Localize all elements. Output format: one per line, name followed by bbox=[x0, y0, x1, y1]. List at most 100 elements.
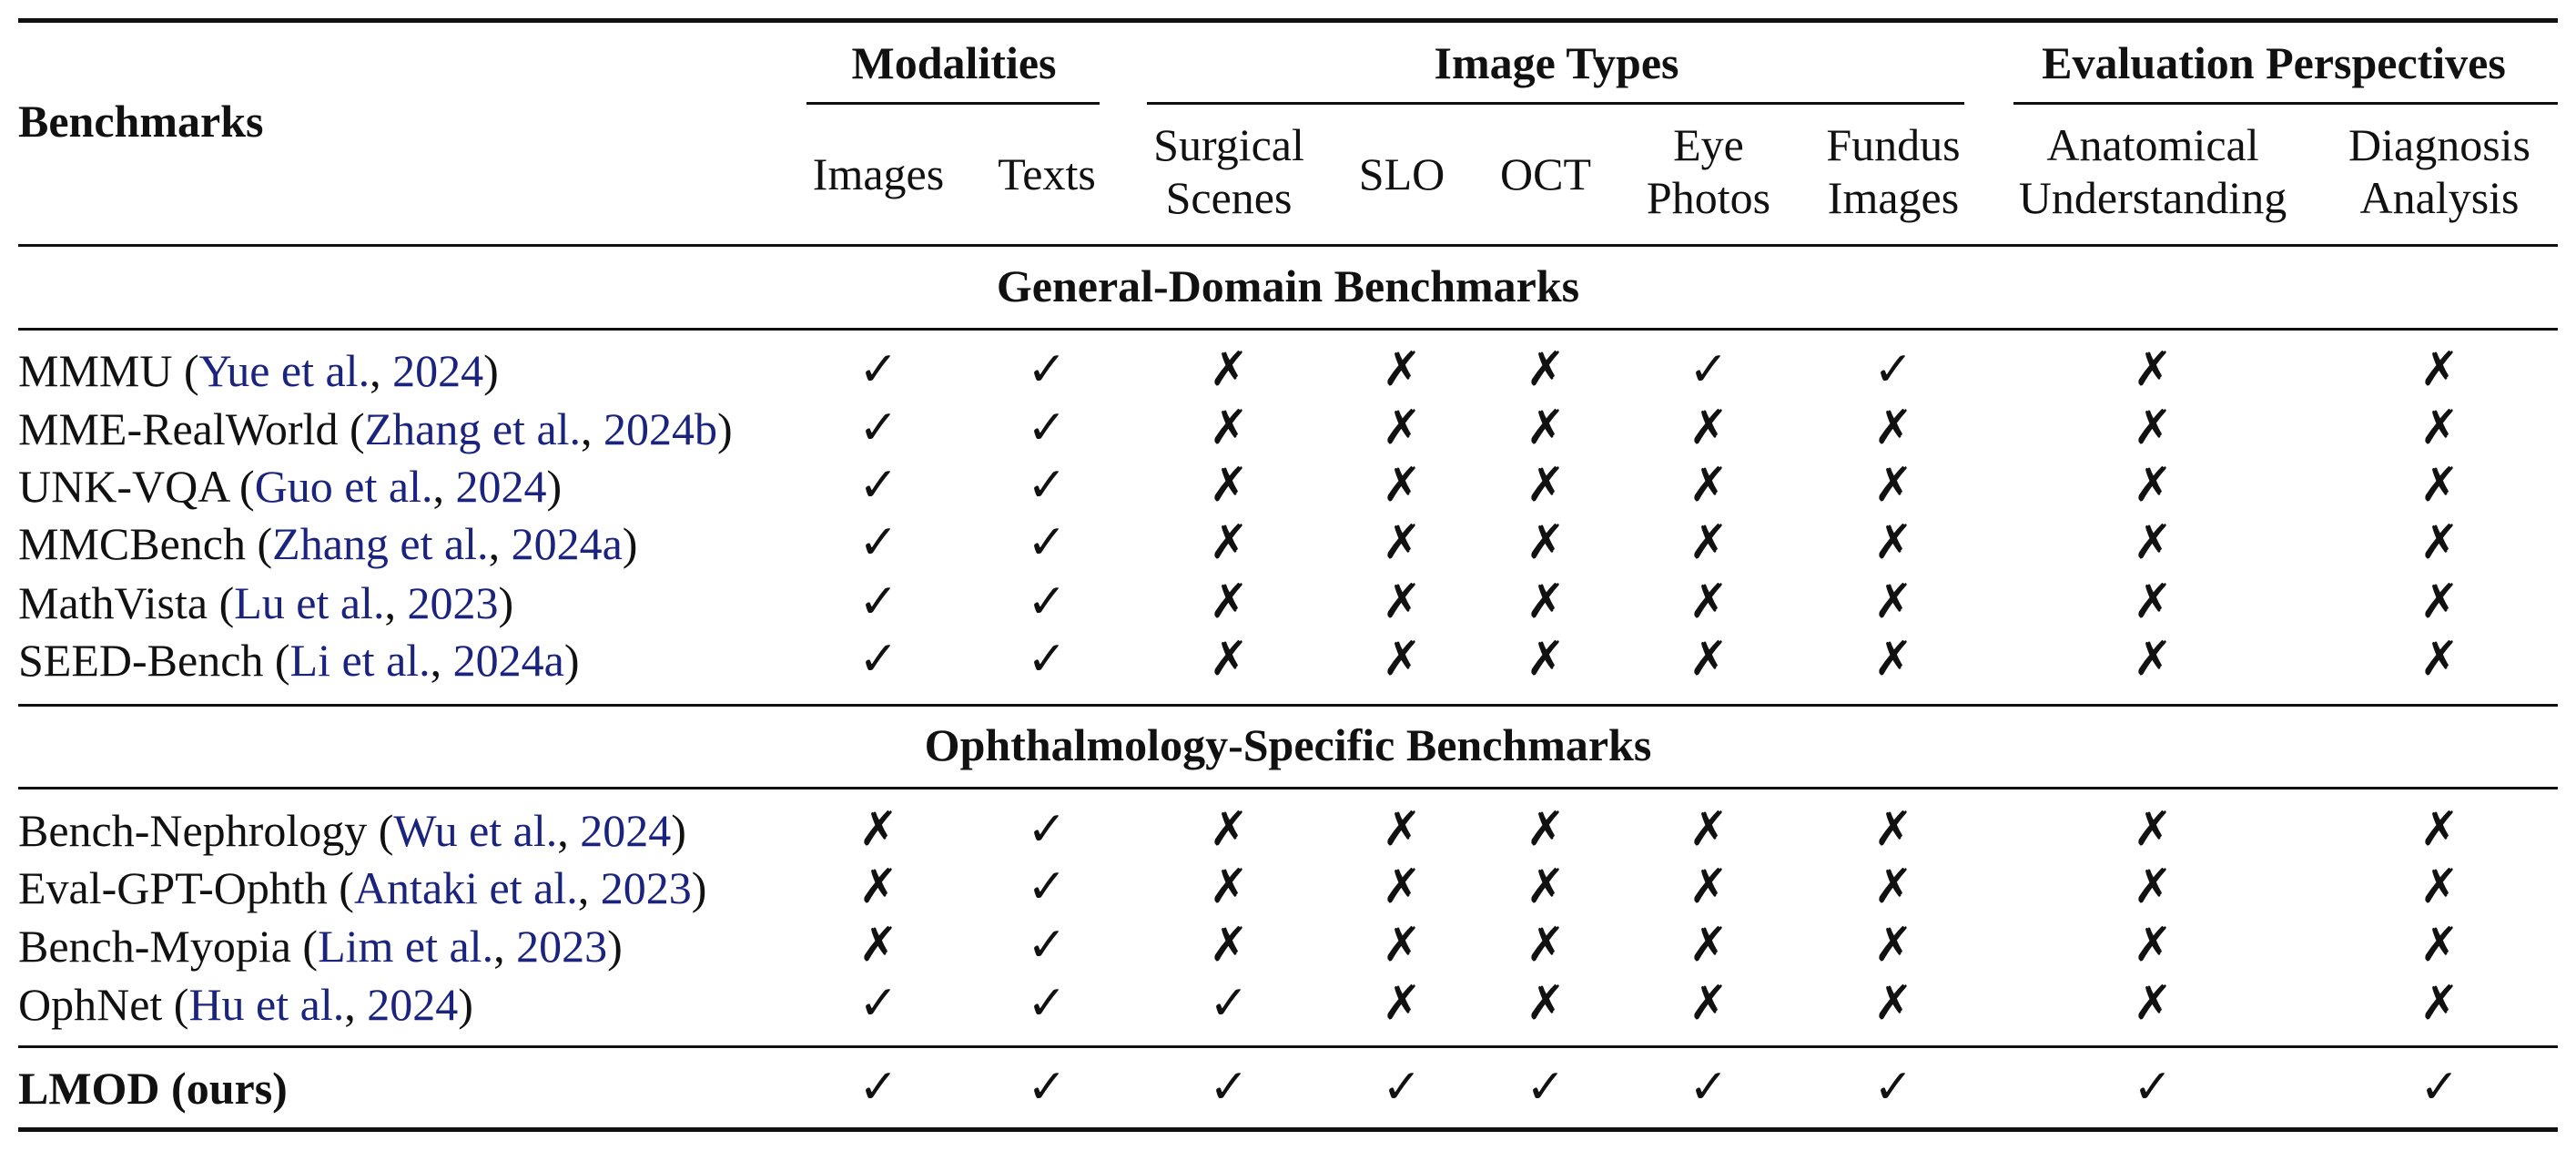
cross-icon: ✗ bbox=[1526, 517, 1566, 569]
cross-icon: ✗ bbox=[1873, 804, 1913, 856]
cross-icon: ✗ bbox=[1382, 460, 1422, 512]
cross-icon: ✗ bbox=[1526, 804, 1566, 856]
citation-separator: , bbox=[557, 805, 581, 856]
citation-authors-link[interactable]: Guo et al. bbox=[254, 461, 433, 512]
citation-year-link[interactable]: 2024a bbox=[511, 518, 623, 569]
citation-authors-link[interactable]: Lu et al. bbox=[234, 577, 385, 628]
benchmark-label: UNK-VQA ( bbox=[18, 461, 255, 512]
citation-year-link[interactable]: 2024 bbox=[580, 805, 672, 856]
column-header-images: Images bbox=[813, 148, 944, 200]
citation-authors-link[interactable]: Yue et al. bbox=[198, 345, 370, 396]
cross-icon: ✗ bbox=[2133, 978, 2173, 1030]
column-header-line1: Eye bbox=[1673, 119, 1744, 170]
cross-icon: ✗ bbox=[2419, 460, 2459, 512]
check-icon: ✓ bbox=[858, 634, 898, 686]
benchmark-label: Eval-GPT-Ophth ( bbox=[18, 862, 354, 913]
check-icon: ✓ bbox=[858, 460, 898, 512]
cross-icon: ✗ bbox=[1209, 460, 1249, 512]
cross-icon: ✗ bbox=[2419, 517, 2459, 569]
cross-icon: ✗ bbox=[1526, 460, 1566, 512]
column-header-line2: Understanding bbox=[2018, 172, 2287, 223]
check-icon: ✓ bbox=[1027, 517, 1067, 569]
citation-separator: , bbox=[432, 461, 456, 512]
column-header-fundus: Fundus Images bbox=[1826, 118, 1960, 224]
column-header-line1: SLO bbox=[1358, 148, 1445, 199]
check-icon: ✓ bbox=[1027, 920, 1067, 972]
citation-authors-link[interactable]: Zhang et al. bbox=[364, 403, 582, 454]
cross-icon: ✗ bbox=[1526, 344, 1566, 396]
check-icon: ✓ bbox=[1873, 1062, 1913, 1114]
check-icon: ✓ bbox=[858, 576, 898, 628]
check-icon: ✓ bbox=[1027, 634, 1067, 686]
cross-icon: ✗ bbox=[1689, 978, 1729, 1030]
cross-icon: ✗ bbox=[1526, 920, 1566, 972]
cross-icon: ✗ bbox=[1209, 402, 1249, 454]
citation-separator: , bbox=[370, 345, 393, 396]
citation-year-link[interactable]: 2023 bbox=[516, 921, 608, 972]
citation-authors-link[interactable]: Lim et al. bbox=[318, 921, 494, 972]
cross-icon: ✗ bbox=[1689, 920, 1729, 972]
benchmark-name: MMMU (Yue et al., 2024) bbox=[18, 344, 499, 397]
cross-icon: ✗ bbox=[1382, 576, 1422, 628]
cross-icon: ✗ bbox=[2419, 344, 2459, 396]
benchmark-label: MME-RealWorld ( bbox=[18, 403, 365, 454]
benchmark-label: Bench-Myopia ( bbox=[18, 921, 319, 972]
citation-authors-link[interactable]: Antaki et al. bbox=[353, 862, 578, 913]
check-icon: ✓ bbox=[1027, 804, 1067, 856]
citation-year-link[interactable]: 2023 bbox=[600, 862, 692, 913]
cross-icon: ✗ bbox=[1526, 978, 1566, 1030]
column-header-anatomical: Anatomical Understanding bbox=[2019, 118, 2287, 224]
cross-icon: ✗ bbox=[1873, 978, 1913, 1030]
column-header-line1: Surgical bbox=[1153, 119, 1304, 170]
top-rule bbox=[18, 18, 2558, 23]
citation-year-link[interactable]: 2024 bbox=[455, 461, 547, 512]
cross-icon: ✗ bbox=[1526, 576, 1566, 628]
benchmark-label: Bench-Nephrology ( bbox=[18, 805, 394, 856]
cross-icon: ✗ bbox=[1873, 460, 1913, 512]
section2-title-rule bbox=[18, 787, 2558, 789]
benchmark-name: MME-RealWorld (Zhang et al., 2024b) bbox=[18, 402, 733, 455]
cross-icon: ✗ bbox=[1209, 517, 1249, 569]
citation-authors-link[interactable]: Zhang et al. bbox=[272, 518, 489, 569]
evaluation-cmidrule bbox=[2013, 102, 2558, 105]
check-icon: ✓ bbox=[1027, 978, 1067, 1030]
cross-icon: ✗ bbox=[1873, 576, 1913, 628]
cross-icon: ✗ bbox=[2419, 402, 2459, 454]
section1-end-rule bbox=[18, 704, 2558, 707]
header-rule bbox=[18, 244, 2558, 247]
citation-year-link[interactable]: 2024 bbox=[367, 979, 459, 1030]
citation-authors-link[interactable]: Li et al. bbox=[289, 635, 431, 686]
cross-icon: ✗ bbox=[1382, 920, 1422, 972]
cross-icon: ✗ bbox=[2133, 402, 2173, 454]
column-header-line1: Texts bbox=[998, 148, 1096, 199]
column-header-diagnosis: Diagnosis Analysis bbox=[2348, 118, 2530, 224]
benchmarks-header: Benchmarks bbox=[18, 96, 264, 147]
benchmark-name: Bench-Myopia (Lim et al., 2023) bbox=[18, 920, 623, 973]
group-header-evaluation-perspectives: Evaluation Perspectives bbox=[2042, 37, 2506, 88]
cross-icon: ✗ bbox=[1209, 634, 1249, 686]
check-icon: ✓ bbox=[1209, 978, 1249, 1030]
benchmark-name: UNK-VQA (Guo et al., 2024) bbox=[18, 460, 562, 513]
citation-authors-link[interactable]: Wu et al. bbox=[393, 805, 558, 856]
citation-year-link[interactable]: 2024b bbox=[603, 403, 718, 454]
cross-icon: ✗ bbox=[1689, 634, 1729, 686]
column-header-line2: Analysis bbox=[2359, 172, 2520, 223]
column-header-line1: Diagnosis bbox=[2348, 119, 2530, 170]
cross-icon: ✗ bbox=[1382, 517, 1422, 569]
citation-year-link[interactable]: 2024a bbox=[452, 635, 564, 686]
citation-separator: , bbox=[493, 921, 517, 972]
citation-authors-link[interactable]: Hu et al. bbox=[188, 979, 345, 1030]
check-icon: ✓ bbox=[1209, 1062, 1249, 1114]
citation-close: ) bbox=[483, 345, 499, 396]
citation-year-link[interactable]: 2024 bbox=[392, 345, 484, 396]
cross-icon: ✗ bbox=[1209, 861, 1249, 913]
cross-icon: ✗ bbox=[1526, 402, 1566, 454]
cross-icon: ✗ bbox=[2419, 861, 2459, 913]
cross-icon: ✗ bbox=[2419, 804, 2459, 856]
column-header-line1: Images bbox=[812, 148, 945, 199]
cross-icon: ✗ bbox=[2419, 576, 2459, 628]
check-icon: ✓ bbox=[1027, 1062, 1067, 1114]
citation-year-link[interactable]: 2023 bbox=[407, 577, 499, 628]
section1-title-rule bbox=[18, 328, 2558, 331]
